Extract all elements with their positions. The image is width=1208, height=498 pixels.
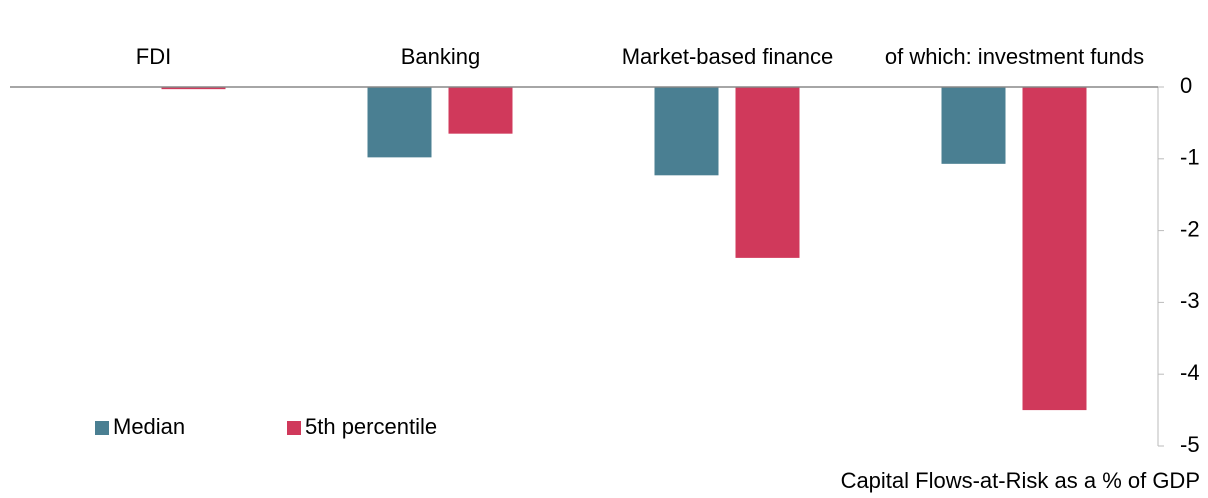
x-tick-label: FDI — [135, 44, 172, 69]
legend-swatch — [95, 421, 109, 435]
axis-label: Capital Flows-at-Risk as a % of GDP — [841, 468, 1200, 493]
x-tick-label: Market-based finance — [621, 44, 834, 69]
y-tick-label: -1 — [1180, 145, 1200, 170]
y-tick-label: -4 — [1180, 360, 1200, 385]
bar — [161, 87, 226, 90]
bar — [448, 87, 513, 134]
category-labels: FDI Banking Market-based finance of which: … — [0, 0, 1208, 70]
bar — [941, 87, 1006, 164]
y-tick-label: -2 — [1180, 216, 1200, 241]
x-tick-label: Banking — [400, 44, 481, 69]
bar — [367, 87, 432, 158]
x-tick-label: of which: investment funds — [884, 44, 1145, 69]
bar — [735, 87, 800, 258]
y-tick-label: -3 — [1180, 288, 1200, 313]
legend-label: Median — [113, 414, 185, 439]
bar — [1022, 87, 1087, 411]
legend-swatch — [287, 421, 301, 435]
legend-label: 5th percentile — [305, 414, 437, 439]
y-tick-label: -5 — [1180, 432, 1200, 457]
bar — [654, 87, 719, 176]
y-tick-label: 0 — [1180, 73, 1192, 98]
